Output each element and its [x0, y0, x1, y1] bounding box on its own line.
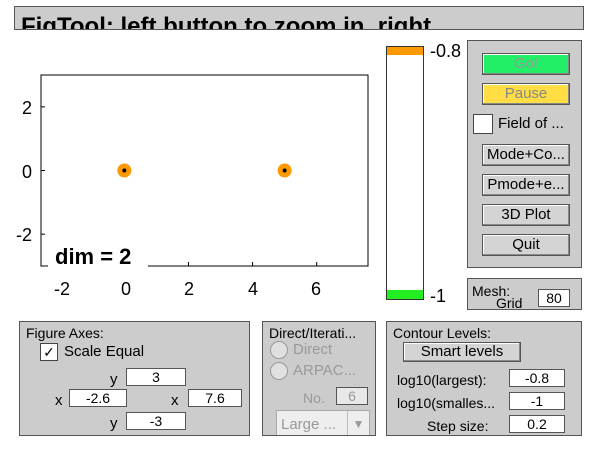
- pause-button[interactable]: Pause: [482, 83, 570, 105]
- colorbar: [386, 46, 424, 300]
- y-min-input[interactable]: -3: [126, 412, 186, 430]
- eigenvalue-points: [117, 163, 292, 178]
- grid-size-input[interactable]: 80: [538, 289, 570, 307]
- scale-equal-checkbox[interactable]: ✓: [40, 343, 58, 361]
- direct-iterative-panel: Direct/Iterati... Direct ARPAC... No. 6 …: [262, 321, 376, 436]
- quit-button[interactable]: Quit: [482, 234, 570, 256]
- scale-equal-label: Scale Equal: [64, 343, 145, 360]
- plot-axes-box: [40, 74, 369, 267]
- title-bar: FigTool: left button to zoom in, right: [14, 6, 584, 30]
- direct-radio[interactable]: [270, 341, 288, 359]
- arpack-label: ARPAC...: [293, 362, 357, 379]
- colorbar-top-label: -0.8: [430, 41, 462, 61]
- y-max-input[interactable]: 3: [126, 368, 186, 386]
- log-largest-label: log10(largest):: [397, 372, 487, 388]
- mesh-panel: Mesh: Grid 80: [467, 278, 582, 310]
- figure-axes-title: Figure Axes:: [26, 325, 104, 341]
- y-tick-label-2: 2: [22, 98, 32, 118]
- x-tick-label-neg2: -2: [54, 279, 70, 299]
- eigenvalue-dot: [282, 168, 287, 173]
- arpack-radio[interactable]: [270, 362, 288, 380]
- colorbar-top-swatch: [387, 47, 423, 55]
- x-tick-label-4: 4: [248, 279, 258, 299]
- y-min-label: y: [110, 415, 118, 432]
- size-select-value: Large ...: [281, 416, 337, 433]
- log-smallest-input[interactable]: -1: [509, 392, 565, 410]
- window-title: FigTool: left button to zoom in, right: [21, 13, 432, 30]
- y-tick-label-0: 0: [22, 162, 32, 182]
- grid-label: Grid: [496, 295, 523, 310]
- x-tick-label-6: 6: [311, 279, 321, 299]
- eigenvalue-plot[interactable]: 2 0 -2 -2 0 2 4 6 dim = 2: [0, 40, 380, 310]
- smart-levels-button[interactable]: Smart levels: [403, 342, 521, 362]
- go-button[interactable]: Go!: [482, 53, 570, 75]
- dim-label-bg: [48, 242, 148, 268]
- figure-axes-panel: Figure Axes: ✓ Scale Equal y 3 x -2.6 x …: [19, 321, 250, 436]
- chevron-down-icon: ▼: [347, 411, 369, 435]
- control-panel: Go! Pause Field of ... Mode+Co... Pmode+…: [467, 40, 582, 268]
- x-min-label: x: [55, 392, 63, 409]
- y-tick-label-neg2: -2: [16, 225, 32, 245]
- direct-label: Direct: [293, 341, 333, 358]
- log-smallest-label: log10(smalles...: [397, 395, 496, 411]
- contour-levels-title: Contour Levels:: [393, 325, 492, 341]
- colorbar-bottom-label: -1: [430, 286, 447, 306]
- contour-levels-panel: Contour Levels: Smart levels log10(large…: [386, 321, 582, 436]
- size-select[interactable]: Large ... ▼: [276, 410, 370, 435]
- x-max-input[interactable]: 7.6: [188, 389, 242, 407]
- step-size-label: Step size:: [427, 418, 489, 434]
- x-max-label: x: [171, 392, 179, 409]
- dim-label: dim = 2: [55, 244, 131, 269]
- x-tick-label-2: 2: [184, 279, 194, 299]
- eigenvalue-dot: [122, 168, 127, 173]
- y-tick-marks: [41, 106, 45, 235]
- 3d-plot-button[interactable]: 3D Plot: [482, 204, 570, 226]
- y-max-label: y: [110, 371, 118, 388]
- mode-co-button[interactable]: Mode+Co...: [482, 144, 570, 166]
- field-of-values-checkbox[interactable]: [473, 114, 493, 134]
- step-size-input[interactable]: 0.2: [509, 415, 565, 433]
- num-eigs-input[interactable]: 6: [336, 387, 368, 405]
- mesh-label: Mesh:: [472, 283, 511, 299]
- direct-iterative-title: Direct/Iterati...: [269, 325, 357, 341]
- pmode-e-button[interactable]: Pmode+e...: [482, 174, 570, 196]
- num-eigs-label: No.: [303, 390, 325, 406]
- x-tick-label-0: 0: [121, 279, 131, 299]
- colorbar-bottom-swatch: [387, 290, 423, 299]
- field-of-values-label: Field of ...: [498, 115, 564, 132]
- log-largest-input[interactable]: -0.8: [509, 369, 565, 387]
- x-min-input[interactable]: -2.6: [69, 389, 127, 407]
